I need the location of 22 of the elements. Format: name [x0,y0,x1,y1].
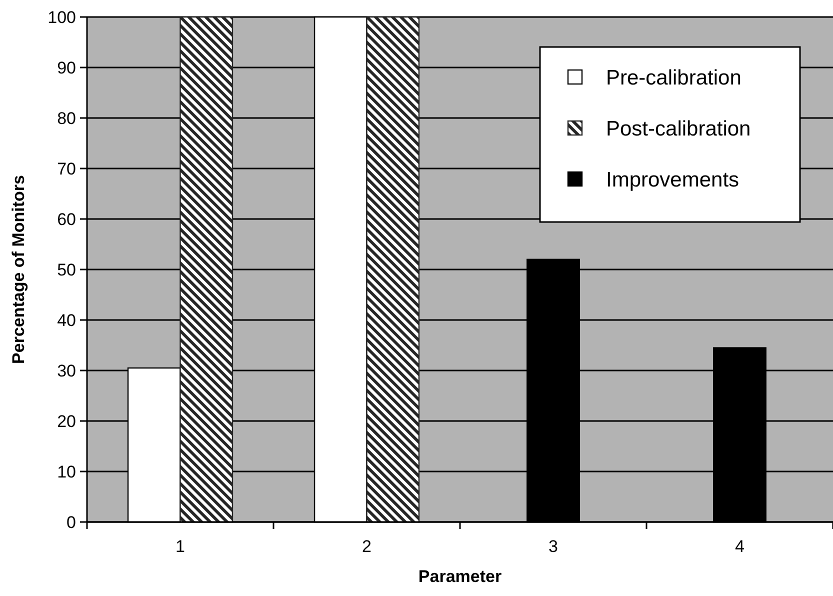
y-tick-label: 20 [57,412,76,431]
y-tick-label: 10 [57,462,76,482]
legend-label: Post-calibration [606,117,751,140]
y-tick-label: 100 [48,8,76,27]
y-tick-label: 50 [57,260,76,280]
legend-label: Improvements [606,168,740,192]
y-tick-label: 40 [57,310,76,330]
bar [180,16,234,523]
y-tick-label: 90 [57,58,76,78]
x-axis-title: Parameter [418,567,502,586]
legend-label: Pre-calibration [606,66,742,90]
y-tick-label: 0 [66,512,76,532]
x-tick-label: 4 [735,537,744,556]
y-tick-label: 60 [57,210,76,229]
x-tick-label: 3 [548,537,558,556]
y-tick-label: 80 [57,108,76,128]
y-tick-label: 70 [57,159,76,178]
x-tick-label: 1 [176,537,185,556]
y-axis-title: Percentage of Monitors [9,175,28,364]
bar [366,16,420,523]
y-tick-label: 30 [57,361,76,380]
x-tick-label: 2 [362,537,372,556]
